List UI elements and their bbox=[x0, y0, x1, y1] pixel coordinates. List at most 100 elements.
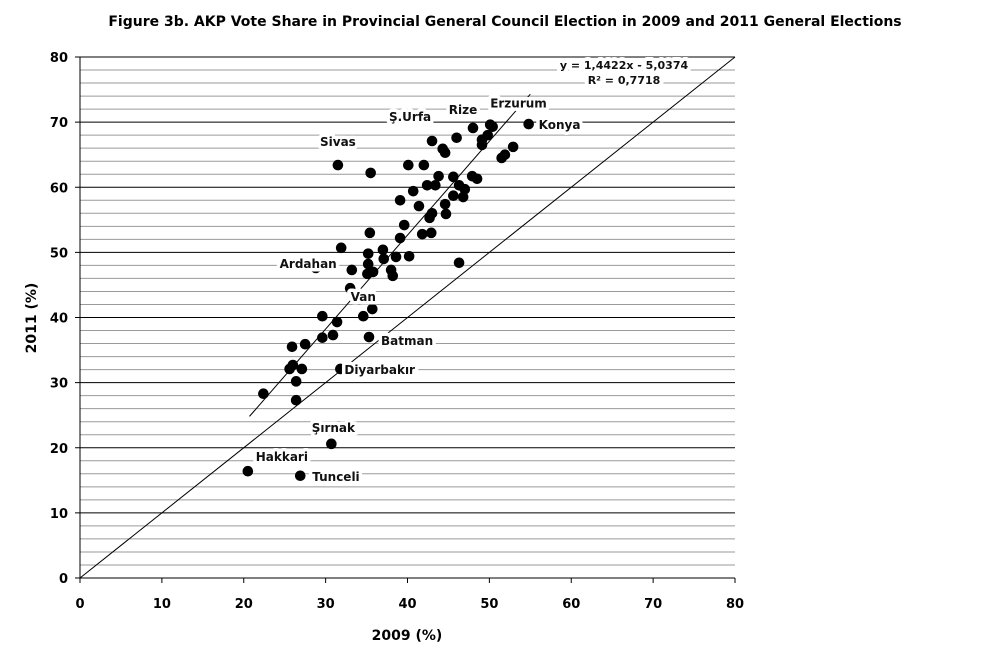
y-tick-label: 0 bbox=[59, 572, 68, 587]
data-point bbox=[327, 329, 339, 341]
trendline-r2: R² = 0,7718 bbox=[588, 74, 661, 87]
data-point bbox=[387, 270, 399, 282]
data-point bbox=[416, 228, 428, 240]
point-label: Batman bbox=[381, 334, 433, 348]
data-point bbox=[290, 376, 302, 387]
y-tick-label: 50 bbox=[50, 246, 68, 261]
data-point bbox=[362, 258, 374, 270]
data-point bbox=[426, 135, 438, 147]
data-point bbox=[457, 191, 469, 203]
point-label: Konya bbox=[539, 118, 581, 132]
y-tick-label: 20 bbox=[50, 442, 68, 457]
data-point bbox=[440, 208, 452, 220]
point-labels: Konya Rize Erzurum Ş.Urfa Sivas Ardahan Van Bat… bbox=[252, 93, 584, 487]
x-tick-label: 70 bbox=[644, 597, 662, 612]
data-point bbox=[332, 159, 344, 171]
data-point bbox=[433, 170, 444, 182]
x-tick-label: 40 bbox=[398, 597, 416, 612]
x-tick-label: 30 bbox=[317, 597, 335, 612]
point-label: Diyarbakır bbox=[344, 363, 415, 377]
y-tick-label: 70 bbox=[50, 116, 68, 131]
data-point bbox=[284, 363, 295, 375]
data-point bbox=[317, 332, 328, 343]
point-label: Ardahan bbox=[280, 257, 337, 271]
data-point bbox=[346, 264, 358, 276]
data-point bbox=[471, 173, 483, 185]
point-label: Rize bbox=[449, 103, 477, 117]
x-tick-label: 20 bbox=[235, 597, 253, 612]
data-point bbox=[394, 194, 406, 206]
point-label: Erzurum bbox=[490, 97, 547, 111]
point-label: Van bbox=[351, 290, 376, 304]
data-point bbox=[258, 388, 269, 399]
data-point bbox=[299, 338, 311, 350]
data-point bbox=[364, 227, 376, 239]
data-point bbox=[403, 159, 414, 171]
data-point bbox=[335, 363, 346, 375]
data-point bbox=[398, 219, 410, 231]
data-point bbox=[394, 232, 406, 244]
data-point bbox=[357, 310, 369, 322]
data-point bbox=[296, 363, 308, 375]
data-point bbox=[425, 227, 437, 239]
data-point bbox=[403, 250, 415, 262]
data-point bbox=[366, 303, 378, 315]
data-point bbox=[331, 316, 343, 328]
data-point bbox=[424, 212, 435, 224]
reference-line-y-equals-x bbox=[79, 56, 736, 579]
y-axis-label: 2011 (%) bbox=[24, 283, 40, 354]
data-point bbox=[448, 171, 459, 183]
data-point bbox=[365, 167, 376, 179]
data-point bbox=[286, 341, 298, 353]
data-point bbox=[421, 179, 433, 191]
data-point bbox=[390, 251, 402, 263]
x-tick-label: 0 bbox=[75, 597, 84, 612]
data-point bbox=[523, 118, 534, 130]
x-tick-label: 50 bbox=[480, 597, 498, 612]
point-label: Şırnak bbox=[312, 421, 356, 435]
data-point bbox=[430, 179, 441, 191]
x-tick-label: 60 bbox=[562, 597, 580, 612]
x-tick-label: 80 bbox=[726, 597, 744, 612]
data-point bbox=[448, 190, 459, 202]
data-point bbox=[344, 282, 356, 294]
data-point bbox=[439, 147, 451, 159]
data-point bbox=[407, 185, 419, 197]
y-tick-label: 10 bbox=[50, 507, 68, 522]
x-axis-label: 2009 (%) bbox=[372, 628, 443, 644]
y-tick-label: 60 bbox=[50, 181, 68, 196]
data-point bbox=[418, 159, 430, 171]
data-point bbox=[507, 141, 519, 153]
gridlines bbox=[80, 56, 735, 579]
y-tick-label: 30 bbox=[50, 377, 68, 392]
data-point bbox=[242, 465, 254, 477]
data-points bbox=[242, 118, 534, 482]
data-point bbox=[453, 257, 465, 269]
data-point bbox=[335, 242, 347, 254]
point-label: Hakkari bbox=[256, 450, 308, 464]
trendline-equation: y = 1,4422x - 5,0374 bbox=[560, 59, 689, 72]
point-label: Ş.Urfa bbox=[389, 110, 431, 124]
data-point bbox=[413, 200, 425, 212]
data-point bbox=[290, 394, 302, 406]
data-point bbox=[326, 438, 337, 450]
data-point bbox=[367, 266, 379, 278]
data-point bbox=[467, 122, 479, 134]
x-tick-label: 10 bbox=[153, 597, 171, 612]
data-point bbox=[362, 248, 374, 259]
point-label: Tunceli bbox=[312, 470, 359, 484]
data-point bbox=[317, 310, 328, 322]
chart-title: Figure 3b. AKP Vote Share in Provincial … bbox=[108, 14, 901, 30]
data-point bbox=[476, 139, 488, 151]
data-point bbox=[496, 152, 507, 164]
point-label: Sivas bbox=[320, 135, 356, 149]
data-point bbox=[439, 198, 451, 210]
data-point bbox=[310, 262, 322, 274]
y-tick-label: 40 bbox=[50, 312, 68, 327]
data-point bbox=[363, 331, 375, 343]
axes: 0 10 20 30 40 50 60 70 80 0 10 20 30 40 50 60 70 80 bbox=[50, 51, 744, 612]
data-point bbox=[378, 253, 390, 265]
data-point bbox=[294, 470, 306, 482]
data-point bbox=[377, 244, 389, 256]
